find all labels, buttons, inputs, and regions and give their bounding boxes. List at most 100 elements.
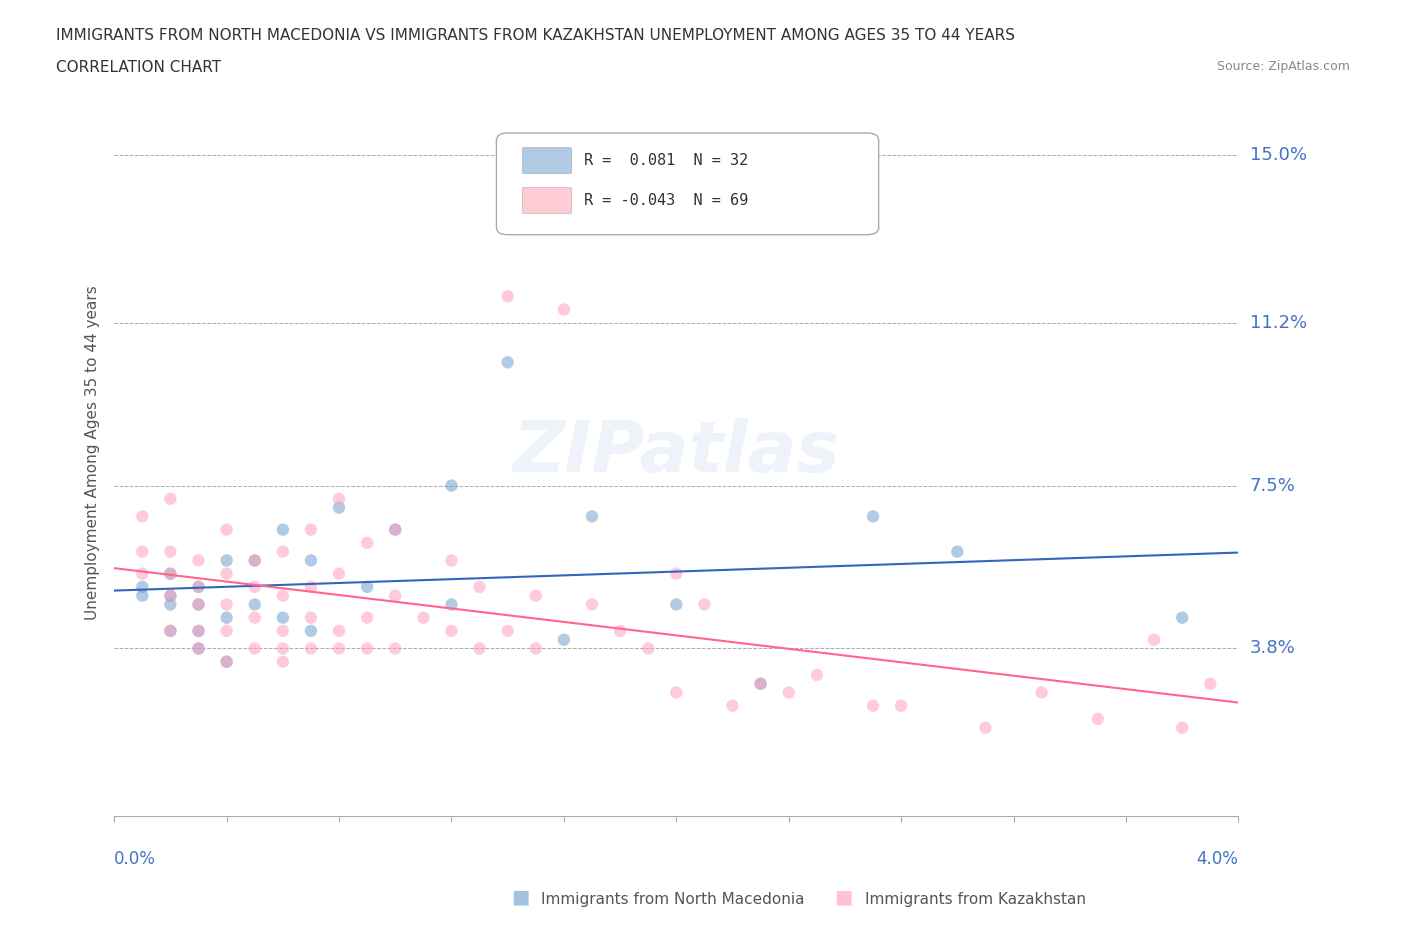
- Point: [187, 623, 209, 638]
- Point: [524, 641, 547, 656]
- Point: [328, 623, 350, 638]
- Y-axis label: Unemployment Among Ages 35 to 44 years: Unemployment Among Ages 35 to 44 years: [86, 286, 100, 620]
- Point: [356, 641, 378, 656]
- Point: [243, 553, 266, 568]
- Point: [159, 588, 181, 603]
- Point: [271, 623, 294, 638]
- Text: 4.0%: 4.0%: [1197, 851, 1239, 869]
- Point: [159, 623, 181, 638]
- Point: [187, 579, 209, 594]
- Point: [271, 610, 294, 625]
- Text: Source: ZipAtlas.com: Source: ZipAtlas.com: [1216, 60, 1350, 73]
- Point: [299, 522, 322, 537]
- Point: [271, 544, 294, 559]
- Point: [665, 597, 688, 612]
- FancyBboxPatch shape: [522, 188, 572, 214]
- Point: [159, 544, 181, 559]
- FancyBboxPatch shape: [496, 133, 879, 234]
- Point: [187, 641, 209, 656]
- FancyBboxPatch shape: [522, 148, 572, 174]
- Point: [159, 566, 181, 581]
- Point: [468, 641, 491, 656]
- Point: [328, 491, 350, 506]
- Point: [384, 588, 406, 603]
- Point: [159, 566, 181, 581]
- Point: [356, 579, 378, 594]
- Text: IMMIGRANTS FROM NORTH MACEDONIA VS IMMIGRANTS FROM KAZAKHSTAN UNEMPLOYMENT AMONG: IMMIGRANTS FROM NORTH MACEDONIA VS IMMIG…: [56, 28, 1015, 43]
- Point: [946, 544, 969, 559]
- Point: [1171, 721, 1194, 736]
- Point: [328, 566, 350, 581]
- Point: [243, 610, 266, 625]
- Point: [1087, 711, 1109, 726]
- Point: [440, 597, 463, 612]
- Point: [890, 698, 912, 713]
- Point: [299, 610, 322, 625]
- Point: [806, 668, 828, 683]
- Text: 3.8%: 3.8%: [1250, 640, 1295, 658]
- Point: [496, 623, 519, 638]
- Point: [356, 536, 378, 551]
- Point: [243, 641, 266, 656]
- Text: Immigrants from North Macedonia: Immigrants from North Macedonia: [541, 892, 804, 907]
- Point: [496, 289, 519, 304]
- Text: Immigrants from Kazakhstan: Immigrants from Kazakhstan: [865, 892, 1085, 907]
- Point: [243, 553, 266, 568]
- Point: [778, 685, 800, 700]
- Text: R =  0.081  N = 32: R = 0.081 N = 32: [583, 153, 748, 168]
- Point: [159, 597, 181, 612]
- Point: [271, 588, 294, 603]
- Point: [299, 553, 322, 568]
- Point: [384, 522, 406, 537]
- Point: [187, 623, 209, 638]
- Text: 7.5%: 7.5%: [1250, 476, 1295, 495]
- Point: [187, 579, 209, 594]
- Point: [187, 597, 209, 612]
- Point: [271, 655, 294, 670]
- Text: ■: ■: [834, 888, 853, 907]
- Point: [299, 579, 322, 594]
- Point: [187, 597, 209, 612]
- Point: [440, 623, 463, 638]
- Point: [271, 522, 294, 537]
- Text: ZIPatlas: ZIPatlas: [513, 418, 839, 487]
- Point: [496, 355, 519, 370]
- Point: [299, 623, 322, 638]
- Point: [609, 623, 631, 638]
- Point: [693, 597, 716, 612]
- Point: [243, 579, 266, 594]
- Point: [271, 641, 294, 656]
- Point: [384, 641, 406, 656]
- Point: [412, 610, 434, 625]
- Point: [215, 610, 238, 625]
- Point: [1031, 685, 1053, 700]
- Point: [215, 655, 238, 670]
- Point: [524, 588, 547, 603]
- Point: [187, 641, 209, 656]
- Point: [581, 597, 603, 612]
- Point: [159, 623, 181, 638]
- Point: [131, 566, 153, 581]
- Point: [299, 641, 322, 656]
- Text: ■: ■: [510, 888, 530, 907]
- Point: [131, 544, 153, 559]
- Point: [215, 597, 238, 612]
- Text: 0.0%: 0.0%: [114, 851, 156, 869]
- Point: [749, 676, 772, 691]
- Point: [581, 509, 603, 524]
- Point: [1199, 676, 1222, 691]
- Point: [215, 566, 238, 581]
- Point: [862, 698, 884, 713]
- Point: [553, 632, 575, 647]
- Text: CORRELATION CHART: CORRELATION CHART: [56, 60, 221, 75]
- Point: [862, 509, 884, 524]
- Point: [974, 721, 997, 736]
- Point: [384, 522, 406, 537]
- Point: [1143, 632, 1166, 647]
- Point: [328, 641, 350, 656]
- Point: [637, 641, 659, 656]
- Point: [468, 579, 491, 594]
- Point: [665, 566, 688, 581]
- Point: [215, 623, 238, 638]
- Point: [665, 685, 688, 700]
